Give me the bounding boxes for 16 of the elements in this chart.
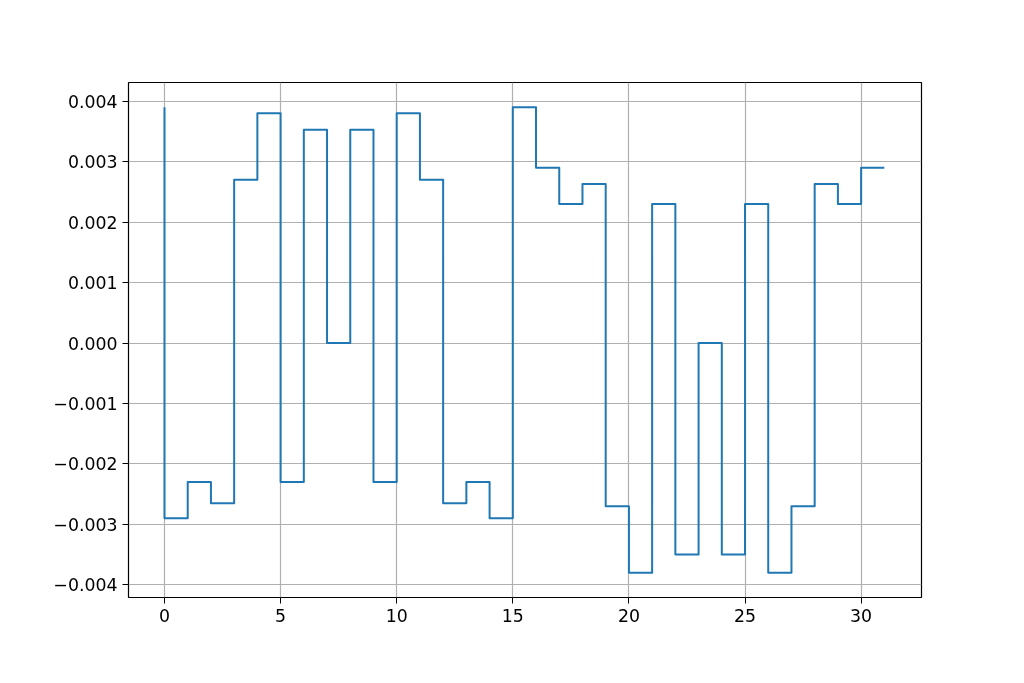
- y-tick-label: 0.000: [67, 333, 118, 354]
- y-tick-label: 0.002: [67, 212, 118, 233]
- x-tick-label: 10: [385, 605, 408, 626]
- y-tick-label: −0.001: [53, 393, 118, 414]
- y-tick-label: 0.003: [67, 152, 118, 173]
- x-tick-label: 0: [158, 605, 171, 626]
- x-tick-label: 30: [850, 605, 873, 626]
- y-tick-label: −0.002: [53, 454, 118, 475]
- x-tick-label: 20: [617, 605, 640, 626]
- x-tick-label: 25: [734, 605, 757, 626]
- x-tick-label: 15: [501, 605, 524, 626]
- y-tick-label: 0.004: [67, 91, 118, 112]
- y-tick-label: −0.003: [53, 514, 118, 535]
- y-tick-label: −0.004: [53, 575, 118, 596]
- y-tick-label: 0.001: [67, 273, 118, 294]
- x-tick-label: 5: [275, 605, 287, 626]
